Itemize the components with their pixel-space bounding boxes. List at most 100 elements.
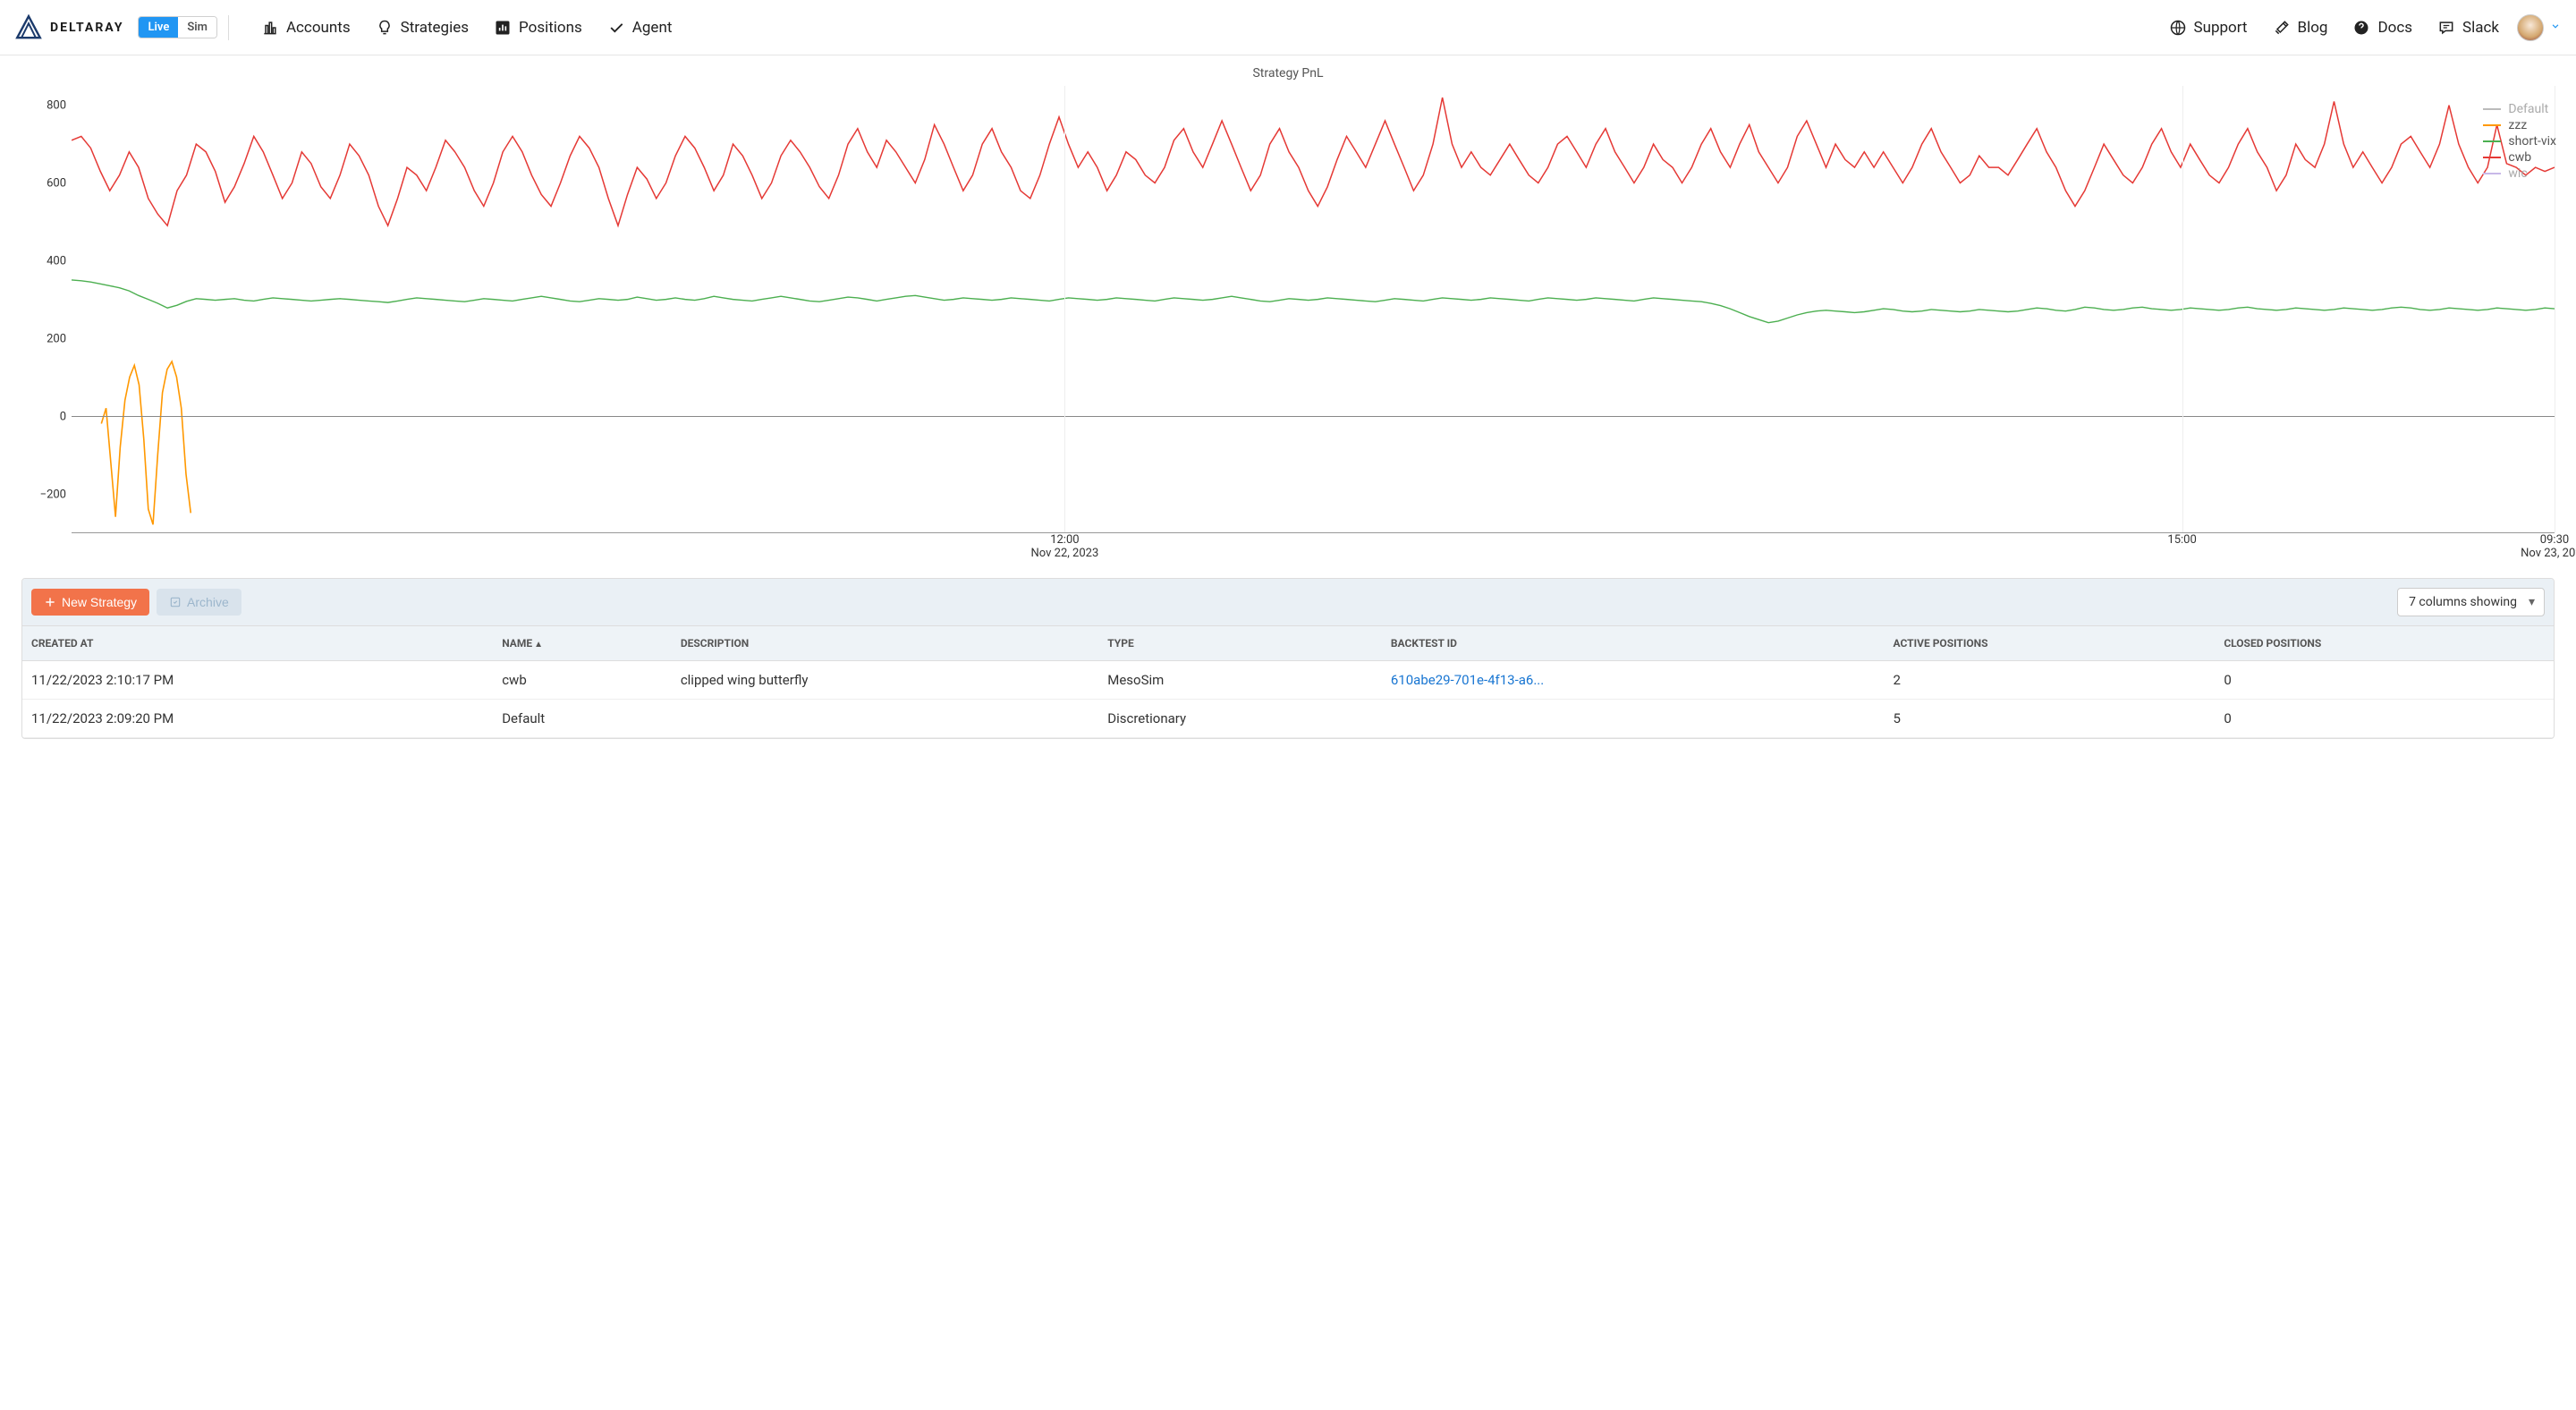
nav-item-blog[interactable]: Blog xyxy=(2273,19,2328,37)
x-tick: 09:30Nov 23, 2023 xyxy=(2521,533,2576,560)
y-tick: 800 xyxy=(47,98,66,112)
tools-icon xyxy=(2273,19,2291,37)
live-badge[interactable]: Live xyxy=(139,17,178,38)
sort-asc-icon: ▲ xyxy=(534,640,543,650)
legend: Default zzz short-vixcwbwic xyxy=(2483,102,2556,183)
nav-label: Agent xyxy=(632,19,673,37)
plus-icon xyxy=(44,596,56,608)
nav-label: Support xyxy=(2194,19,2248,37)
chart-title: Strategy PnL xyxy=(21,66,2555,81)
nav-item-agent[interactable]: Agent xyxy=(607,19,673,37)
col-description[interactable]: DESCRIPTION xyxy=(672,626,1098,661)
cell-type: Discretionary xyxy=(1098,700,1382,738)
legend-item-Default[interactable]: Default xyxy=(2483,102,2556,116)
legend-swatch xyxy=(2483,108,2501,110)
columns-label: 7 columns showing xyxy=(2409,595,2517,609)
cell-active: 5 xyxy=(1885,700,2216,738)
table-toolbar: New Strategy Archive 7 columns showing xyxy=(22,579,2554,625)
nav-item-strategies[interactable]: Strategies xyxy=(376,19,469,37)
x-tick: 12:00Nov 22, 2023 xyxy=(1031,533,1099,560)
x-axis: 12:00Nov 22, 202315:0009:30Nov 23, 2023 xyxy=(72,533,2555,569)
nav-label: Strategies xyxy=(401,19,469,37)
nav-item-slack[interactable]: Slack xyxy=(2437,19,2499,37)
nav-label: Accounts xyxy=(286,19,351,37)
columns-selector[interactable]: 7 columns showing xyxy=(2397,588,2545,616)
logo-area: DELTARAY Live Sim xyxy=(14,13,217,42)
cell-description xyxy=(672,700,1098,738)
col-type[interactable]: TYPE xyxy=(1098,626,1382,661)
logo-icon xyxy=(14,13,43,42)
cell-active: 2 xyxy=(1885,661,2216,700)
plot-area[interactable] xyxy=(72,86,2555,533)
legend-label: Default xyxy=(2508,102,2548,116)
col-created-at[interactable]: CREATED AT xyxy=(22,626,493,661)
nav-label: Blog xyxy=(2298,19,2328,37)
archive-label: Archive xyxy=(187,595,229,609)
divider xyxy=(228,15,229,40)
nav-item-docs[interactable]: Docs xyxy=(2352,19,2412,37)
legend-label: wic xyxy=(2508,166,2527,181)
globe-icon xyxy=(2169,19,2187,37)
legend-label: zzz xyxy=(2508,118,2527,132)
nav-item-positions[interactable]: Positions xyxy=(494,19,582,37)
cell-created_at: 11/22/2023 2:10:17 PM xyxy=(22,661,493,700)
help-icon xyxy=(2352,19,2370,37)
nav-left: Accounts Strategies Positions Agent xyxy=(261,19,672,37)
user-menu[interactable] xyxy=(2517,14,2562,41)
col-name[interactable]: NAME▲ xyxy=(493,626,672,661)
chart-container: Strategy PnL −2000200400600800 12:00Nov … xyxy=(21,66,2555,569)
grid-line xyxy=(2182,86,2183,532)
bulb-icon xyxy=(376,19,394,37)
legend-label: cwb xyxy=(2508,150,2531,165)
legend-item-wic[interactable]: wic xyxy=(2483,166,2556,181)
cell-name: cwb xyxy=(493,661,672,700)
chart-bar-icon xyxy=(494,19,512,37)
archive-icon xyxy=(169,596,182,608)
y-axis: −2000200400600800 xyxy=(21,86,72,533)
legend-swatch xyxy=(2483,124,2501,126)
chevron-down-icon xyxy=(2549,20,2562,36)
cell-type: MesoSim xyxy=(1098,661,1382,700)
cell-created_at: 11/22/2023 2:09:20 PM xyxy=(22,700,493,738)
new-strategy-button[interactable]: New Strategy xyxy=(31,589,149,616)
table-header-row: CREATED ATNAME▲DESCRIPTIONTYPEBACKTEST I… xyxy=(22,626,2554,661)
new-strategy-label: New Strategy xyxy=(62,595,137,609)
nav-right: Support Blog Docs Slack xyxy=(2169,19,2500,37)
mode-toggle[interactable]: Live Sim xyxy=(138,16,216,38)
cell-description: clipped wing butterfly xyxy=(672,661,1098,700)
col-backtest-id[interactable]: BACKTEST ID xyxy=(1382,626,1885,661)
y-tick: 400 xyxy=(47,254,66,268)
legend-swatch xyxy=(2483,140,2501,142)
brand-name: DELTARAY xyxy=(50,21,123,35)
grid-line xyxy=(1064,86,1065,532)
table-body: 11/22/2023 2:10:17 PMcwbclipped wing but… xyxy=(22,661,2554,738)
check-icon xyxy=(607,19,625,37)
archive-button: Archive xyxy=(157,589,242,616)
table-row[interactable]: 11/22/2023 2:09:20 PMDefaultDiscretionar… xyxy=(22,700,2554,738)
strategies-table-panel: New Strategy Archive 7 columns showing C… xyxy=(21,578,2555,739)
sim-badge[interactable]: Sim xyxy=(178,17,216,38)
message-icon xyxy=(2437,19,2455,37)
col-active-positions[interactable]: ACTIVE POSITIONS xyxy=(1885,626,2216,661)
legend-label: short-vix xyxy=(2508,134,2556,149)
series-zzz xyxy=(101,361,191,524)
y-tick: 200 xyxy=(47,332,66,345)
nav-label: Slack xyxy=(2462,19,2499,37)
cell-closed: 0 xyxy=(2215,661,2554,700)
legend-swatch xyxy=(2483,157,2501,158)
y-tick: −200 xyxy=(40,488,66,501)
col-closed-positions[interactable]: CLOSED POSITIONS xyxy=(2215,626,2554,661)
legend-item-short-vix[interactable]: short-vix xyxy=(2483,134,2556,149)
table-row[interactable]: 11/22/2023 2:10:17 PMcwbclipped wing but… xyxy=(22,661,2554,700)
accounts-icon xyxy=(261,19,279,37)
cell-backtest_id: 610abe29-701e-4f13-a6... xyxy=(1382,661,1885,700)
header: DELTARAY Live Sim Accounts Strategies Posi… xyxy=(0,0,2576,55)
legend-item-cwb[interactable]: cwb xyxy=(2483,150,2556,165)
cell-closed: 0 xyxy=(2215,700,2554,738)
nav-label: Docs xyxy=(2377,19,2412,37)
legend-item-zzz[interactable]: zzz xyxy=(2483,118,2556,132)
nav-item-accounts[interactable]: Accounts xyxy=(261,19,351,37)
avatar xyxy=(2517,14,2544,41)
y-tick: 0 xyxy=(60,410,66,423)
nav-item-support[interactable]: Support xyxy=(2169,19,2248,37)
